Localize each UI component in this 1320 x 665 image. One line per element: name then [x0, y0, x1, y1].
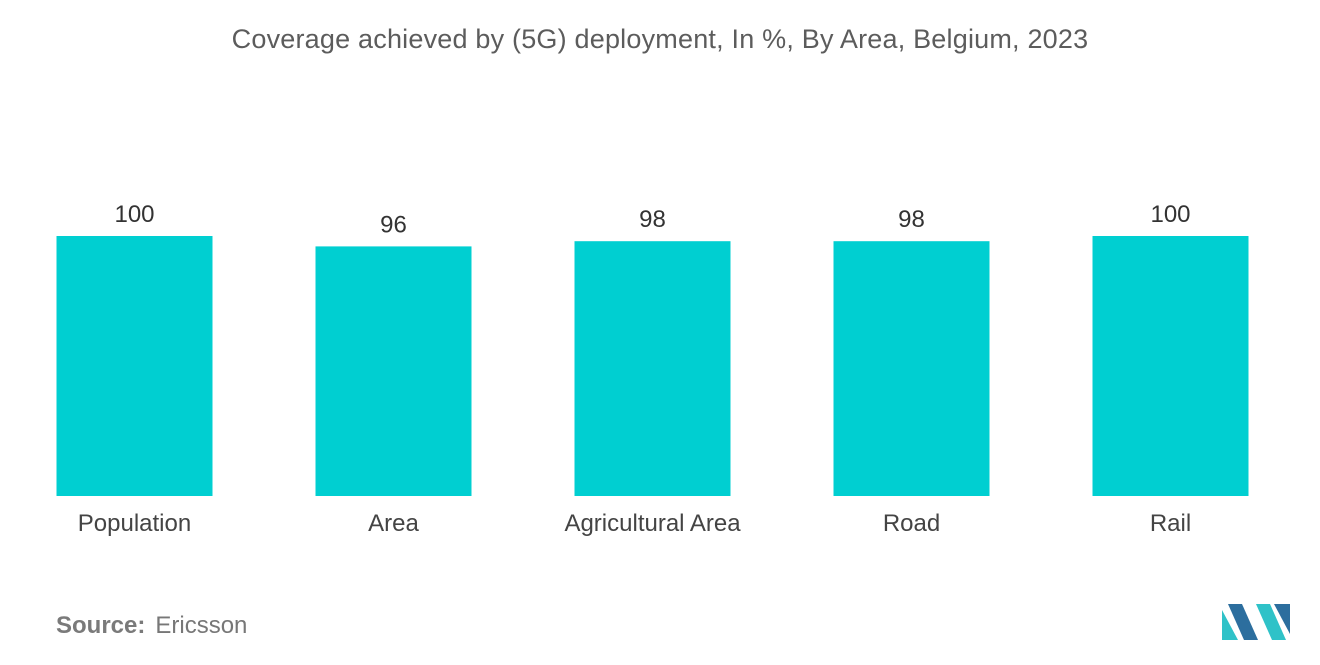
mordor-intelligence-logo-icon — [1222, 604, 1290, 640]
bar-area — [315, 246, 472, 496]
source-value: Ericsson — [155, 612, 248, 639]
category-tick-label: Rail — [1150, 510, 1191, 537]
bar-rail — [1092, 236, 1249, 496]
chart-title: Coverage achieved by (5G) deployment, In… — [231, 24, 1089, 54]
bar-agricultural-area — [574, 241, 731, 496]
bar-value-label: 100 — [1150, 201, 1190, 228]
category-tick-label: Agricultural Area — [564, 510, 741, 537]
bar-value-label: 98 — [898, 206, 925, 233]
bar-value-label: 98 — [639, 206, 666, 233]
bar-population — [56, 236, 213, 496]
bar-value-label: 100 — [114, 201, 154, 228]
bar-road — [833, 241, 990, 496]
category-tick-label: Road — [883, 510, 940, 537]
category-tick-label: Population — [78, 510, 191, 537]
bar-chart: 100 Population 96 Area 98 Agricultural Area 98… — [56, 201, 1249, 537]
source-note: Source: Ericsson — [56, 612, 247, 640]
category-tick-label: Area — [368, 510, 419, 537]
source-label: Source: — [56, 612, 146, 639]
bar-value-label: 96 — [380, 211, 407, 238]
